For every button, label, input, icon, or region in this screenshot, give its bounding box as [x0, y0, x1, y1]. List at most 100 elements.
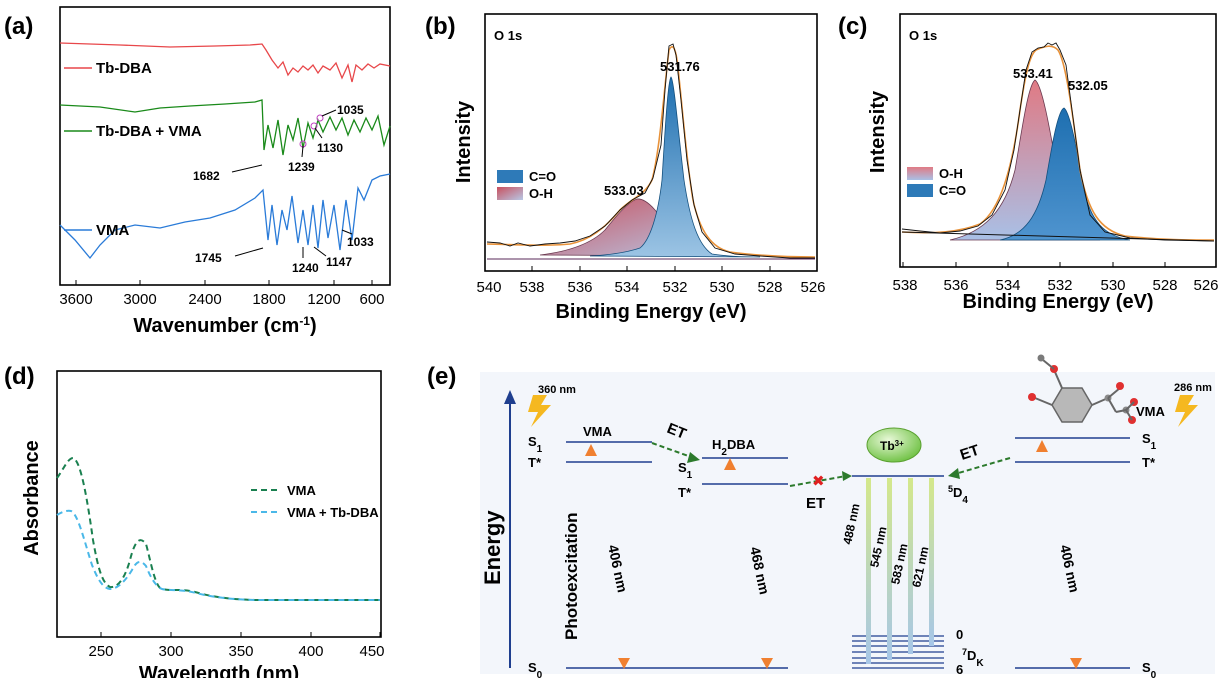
- series-line-d-vma-tbdba: [56, 509, 380, 601]
- panel-d: (d) VMA VMA + Tb-DBA Absorbance 250 300 …: [4, 363, 385, 678]
- x-tick-c-528: 528: [1152, 277, 1177, 294]
- legend-label-oh-c: O-H: [939, 166, 963, 181]
- x-tick-b-532: 532: [662, 279, 687, 296]
- x-tick-c-526: 526: [1193, 277, 1218, 294]
- et-label-1: ET: [665, 420, 689, 443]
- label-vma-left-s1: S1: [528, 434, 543, 455]
- inset-title-b: O 1s: [494, 28, 522, 43]
- x-tick-b-530: 530: [709, 279, 734, 296]
- peak-marker-1035: [316, 114, 324, 122]
- peak-label-532-05: 532.05: [1068, 78, 1108, 93]
- arrow-h2dba-down-head: [761, 658, 773, 669]
- raw-spectrum-c: [901, 42, 1215, 242]
- legend-label-d-vma: VMA: [287, 483, 317, 498]
- x-axis-title-a-sup: -1: [299, 314, 310, 328]
- label-s0-left: S0: [528, 660, 543, 678]
- peak-label-531-76: 531.76: [660, 59, 700, 74]
- legend-label-tb-dba: Tb-DBA: [96, 60, 152, 77]
- inset-title-c: O 1s: [909, 28, 937, 43]
- label-s0-right: S0: [1142, 660, 1157, 678]
- annotation-arrow-1682: [231, 164, 263, 173]
- x-tick-a-2400: 2400: [188, 291, 221, 308]
- x-tick-c-536: 536: [943, 277, 968, 294]
- plot-frame-c: [899, 13, 1217, 268]
- label-vma-right: VMA: [1136, 404, 1166, 419]
- tb-emission-arrows: [866, 478, 934, 664]
- y-axis-title-d: Absorbance: [21, 440, 43, 556]
- panel-b: (b) O 1s 531.76 533.03 C=O O-H Intensity…: [425, 13, 826, 323]
- tb-emission-583: [908, 478, 913, 654]
- x-tick-b-536: 536: [567, 279, 592, 296]
- annotation-1239: 1239: [288, 160, 315, 174]
- panel-d-label: (d): [4, 363, 35, 390]
- x-axis-title-a-end: ): [310, 315, 317, 337]
- legend-label-d-vma-tbdba: VMA + Tb-DBA: [287, 505, 379, 520]
- x-ticks-b: [484, 266, 818, 271]
- panel-c-label: (c): [838, 13, 867, 40]
- x-axis-title-c: Binding Energy (eV): [962, 291, 1153, 313]
- annotation-arrow-1239: [301, 145, 304, 158]
- label-h2dba-tstar: T*: [678, 485, 692, 500]
- annotation-arrow-1130: [314, 127, 323, 139]
- annotation-arrow-1147: [313, 246, 327, 257]
- x-tick-c-538: 538: [892, 277, 917, 294]
- plot-frame-d: [56, 370, 382, 638]
- annotation-arrow-1035: [321, 109, 337, 117]
- annotation-1745: 1745: [195, 251, 222, 265]
- fit-envelope-c: [901, 45, 1215, 241]
- label-h2dba: H2DBA: [712, 437, 756, 458]
- lightning-icon-right: [1175, 395, 1198, 427]
- label-vma-right-tstar: T*: [1142, 455, 1156, 470]
- arrow-h2dba-up-head: [724, 458, 736, 470]
- x-ticks-d: [100, 632, 381, 637]
- legend-label-co-c: C=O: [939, 183, 966, 198]
- label-vma-left-tstar: T*: [528, 455, 542, 470]
- x-tick-c-530: 530: [1100, 277, 1125, 294]
- panel-a: (a) Tb-DBA Tb-DBA + VMA VMA 1035 1130 16…: [4, 6, 391, 337]
- y-axis-title-c: Intensity: [867, 90, 889, 173]
- annotation-1147: 1147: [326, 255, 352, 269]
- x-axis-title-d: Wavelength (nm): [139, 663, 299, 678]
- peak-area-co-b: [589, 76, 761, 258]
- x-tick-d-450: 450: [359, 643, 384, 660]
- raw-spectrum-b: [486, 43, 815, 259]
- label-vma-left: VMA: [583, 424, 613, 439]
- x-tick-d-300: 300: [158, 643, 183, 660]
- baseline-c: [901, 231, 1215, 242]
- legend-label-co-b: C=O: [529, 169, 556, 184]
- label-vma-right-s1: S1: [1142, 431, 1157, 452]
- x-tick-a-1200: 1200: [307, 291, 340, 308]
- x-axis-title-b: Binding Energy (eV): [555, 301, 746, 323]
- molecule-icon-vma: [1028, 354, 1138, 424]
- label-h2dba-s1: S1: [678, 460, 693, 481]
- x-tick-d-250: 250: [88, 643, 113, 660]
- arrow-vma-right-down-head: [1070, 658, 1082, 669]
- legend-label-tb-dba-vma: Tb-DBA + VMA: [96, 123, 202, 140]
- x-tick-b-526: 526: [800, 279, 825, 296]
- annotation-arrow-1745: [234, 247, 264, 257]
- peak-label-533-41: 533.41: [1013, 66, 1053, 81]
- x-tick-c-532: 532: [1047, 277, 1072, 294]
- y-axis-title-b: Intensity: [453, 100, 475, 183]
- et-arrow-vma-right-to-tb-head: [948, 468, 960, 479]
- et-label-2: ET: [806, 495, 825, 512]
- tb-ion-sphere: [866, 427, 922, 463]
- x-ticks-a: [75, 280, 373, 285]
- tb-emission-488: [866, 478, 871, 664]
- x-tick-d-400: 400: [298, 643, 323, 660]
- x-axis-title-a: Wavenumber (cm-1): [133, 314, 316, 337]
- legend-swatch-oh-c: [907, 167, 933, 180]
- x-tick-b-538: 538: [519, 279, 544, 296]
- peak-label-533-03: 533.03: [604, 183, 644, 198]
- photoexcitation-label: Photoexcitation: [562, 512, 581, 640]
- energy-axis-arrowhead: [504, 390, 516, 404]
- x-tick-a-3600: 3600: [59, 291, 92, 308]
- panel-e: (e) Energy Photoexcitation 360 nm 286 nm…: [427, 354, 1215, 678]
- series-line-d-vma: [56, 456, 380, 601]
- energy-label: Energy: [480, 510, 505, 585]
- x-tick-b-540: 540: [476, 279, 501, 296]
- label-5d4: 5D4: [948, 484, 968, 506]
- panel-b-label: (b): [425, 13, 456, 40]
- panel-c: (c) O 1s 533.41 532.05 O-H C=O Intensity…: [838, 13, 1219, 313]
- legend-label-vma: VMA: [96, 222, 130, 239]
